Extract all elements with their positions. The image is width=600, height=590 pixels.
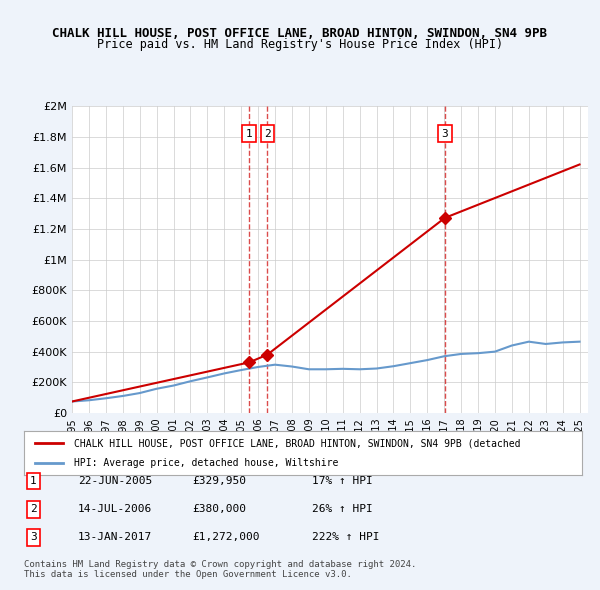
Text: 26% ↑ HPI: 26% ↑ HPI [312,504,373,514]
Text: 3: 3 [442,129,448,139]
Text: 22-JUN-2005: 22-JUN-2005 [78,476,152,486]
Text: 1: 1 [246,129,253,139]
Text: 3: 3 [30,533,37,542]
Text: HPI: Average price, detached house, Wiltshire: HPI: Average price, detached house, Wilt… [74,458,338,467]
Text: 17% ↑ HPI: 17% ↑ HPI [312,476,373,486]
Text: CHALK HILL HOUSE, POST OFFICE LANE, BROAD HINTON, SWINDON, SN4 9PB (detached: CHALK HILL HOUSE, POST OFFICE LANE, BROA… [74,438,521,448]
Text: 2: 2 [30,504,37,514]
Text: Contains HM Land Registry data © Crown copyright and database right 2024.
This d: Contains HM Land Registry data © Crown c… [24,560,416,579]
Text: £380,000: £380,000 [192,504,246,514]
Text: 14-JUL-2006: 14-JUL-2006 [78,504,152,514]
Text: 2: 2 [264,129,271,139]
Text: 13-JAN-2017: 13-JAN-2017 [78,533,152,542]
Text: CHALK HILL HOUSE, POST OFFICE LANE, BROAD HINTON, SWINDON, SN4 9PB: CHALK HILL HOUSE, POST OFFICE LANE, BROA… [53,27,548,40]
Text: 222% ↑ HPI: 222% ↑ HPI [312,533,380,542]
Text: £329,950: £329,950 [192,476,246,486]
Text: £1,272,000: £1,272,000 [192,533,260,542]
Text: Price paid vs. HM Land Registry's House Price Index (HPI): Price paid vs. HM Land Registry's House … [97,38,503,51]
Text: 1: 1 [30,476,37,486]
